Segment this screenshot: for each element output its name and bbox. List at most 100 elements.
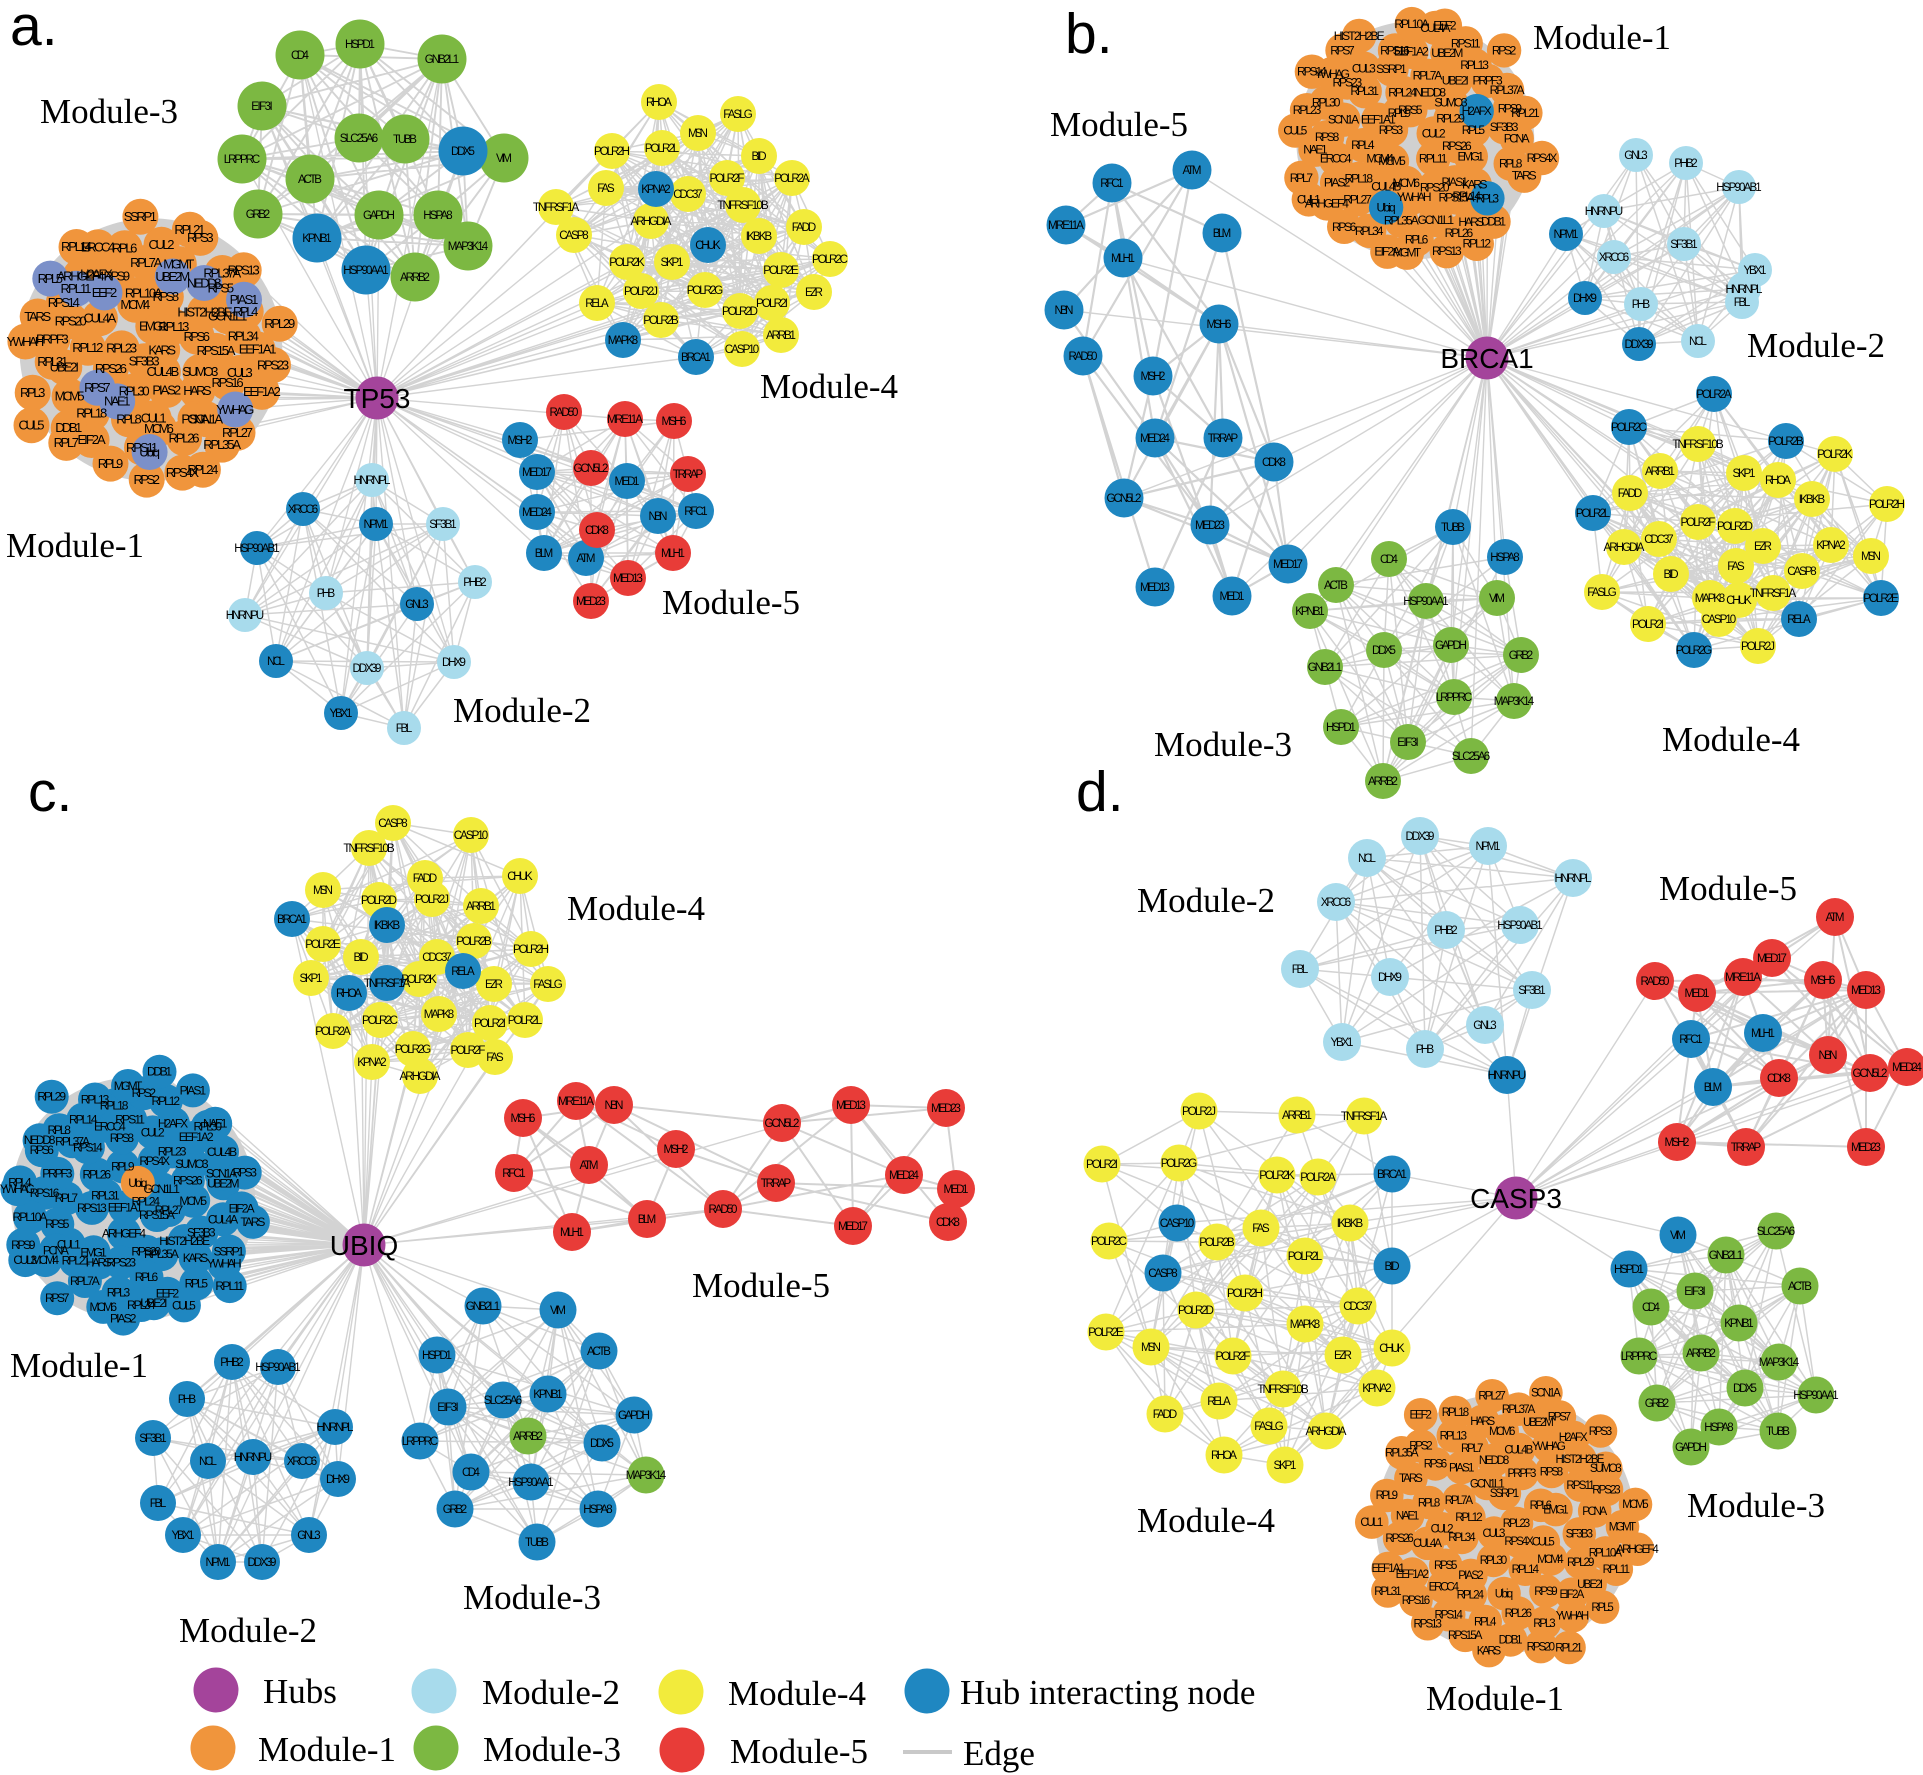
svg-text:CASP8: CASP8 <box>1787 566 1816 578</box>
svg-text:HSPA8: HSPA8 <box>1490 552 1519 564</box>
svg-text:Hubs: Hubs <box>263 1672 337 1711</box>
svg-text:MED17: MED17 <box>838 1221 868 1233</box>
svg-text:RPL31: RPL31 <box>1350 84 1379 98</box>
svg-text:CUL4B: CUL4B <box>1371 179 1401 193</box>
svg-text:POLR2C: POLR2C <box>1611 422 1647 434</box>
svg-text:MLH1: MLH1 <box>1751 1028 1775 1040</box>
svg-text:HIST2H2BE: HIST2H2BE <box>1334 29 1385 43</box>
svg-text:RPL9: RPL9 <box>1376 1490 1398 1502</box>
svg-text:EZR: EZR <box>1334 1350 1352 1362</box>
svg-text:RPL27: RPL27 <box>1343 192 1372 206</box>
svg-text:RPS14: RPS14 <box>1435 1610 1464 1622</box>
svg-text:RPL24: RPL24 <box>1457 1590 1485 1602</box>
svg-text:RPL24: RPL24 <box>187 462 218 477</box>
svg-text:TRRAP: TRRAP <box>673 469 704 481</box>
svg-text:RPL12: RPL12 <box>1463 237 1492 251</box>
svg-text:RPL12: RPL12 <box>152 1094 181 1108</box>
svg-text:MED1: MED1 <box>1220 591 1245 603</box>
svg-text:EMG1: EMG1 <box>139 319 168 334</box>
svg-text:PCNA: PCNA <box>1504 132 1530 146</box>
svg-text:RPL11: RPL11 <box>61 281 92 296</box>
svg-text:GNB2L1: GNB2L1 <box>425 54 459 66</box>
svg-text:MRE11A: MRE11A <box>1725 972 1761 984</box>
svg-text:HNRNPL: HNRNPL <box>317 1422 354 1434</box>
svg-text:RPL3: RPL3 <box>1533 1618 1555 1630</box>
svg-text:RPL8: RPL8 <box>116 412 141 427</box>
svg-text:YBX1: YBX1 <box>172 1530 195 1542</box>
svg-text:RPL3: RPL3 <box>1476 191 1500 205</box>
svg-text:RPL27: RPL27 <box>1478 1391 1505 1403</box>
svg-text:PRPF3: PRPF3 <box>42 1167 73 1181</box>
svg-text:RPL7A: RPL7A <box>1445 1495 1474 1507</box>
svg-text:HNRNPL: HNRNPL <box>1726 284 1763 296</box>
svg-text:POLR2A: POLR2A <box>1696 389 1732 401</box>
svg-text:LRPPRC: LRPPRC <box>224 154 260 166</box>
svg-text:RPL30: RPL30 <box>1312 96 1341 110</box>
svg-text:RPS16: RPS16 <box>1402 1595 1430 1607</box>
svg-text:IKBKB: IKBKB <box>374 920 401 932</box>
svg-text:SKP1: SKP1 <box>661 257 684 269</box>
svg-text:RPS26: RPS26 <box>1442 139 1472 153</box>
svg-text:Module-4: Module-4 <box>760 367 898 406</box>
svg-text:RHOA: RHOA <box>1211 1450 1237 1462</box>
svg-text:NPM1: NPM1 <box>206 1557 231 1569</box>
svg-text:RPL26: RPL26 <box>1505 1608 1532 1620</box>
svg-text:RPL23: RPL23 <box>1293 103 1322 117</box>
svg-text:POLR2D: POLR2D <box>361 895 397 907</box>
svg-text:POLR2A: POLR2A <box>774 173 810 185</box>
svg-text:HIST2H2BE: HIST2H2BE <box>177 304 233 319</box>
svg-text:FADD: FADD <box>1618 488 1642 500</box>
svg-text:RPS8: RPS8 <box>1540 1466 1563 1478</box>
svg-text:SF3B1: SF3B1 <box>1670 239 1697 251</box>
svg-text:SKP1: SKP1 <box>300 973 323 985</box>
svg-text:RPL31: RPL31 <box>37 354 68 369</box>
svg-text:Module-2: Module-2 <box>1137 881 1275 920</box>
svg-text:EMG1: EMG1 <box>1458 149 1485 163</box>
svg-text:EEF2: EEF2 <box>1410 1410 1432 1422</box>
svg-text:RPL4: RPL4 <box>1351 138 1375 152</box>
svg-text:SLC25A6: SLC25A6 <box>1452 751 1490 763</box>
svg-text:RPL35A: RPL35A <box>203 437 241 452</box>
svg-text:EEF1A2: EEF1A2 <box>243 384 281 399</box>
svg-text:RPL7: RPL7 <box>1290 171 1314 185</box>
svg-text:RPL10A: RPL10A <box>13 1210 48 1224</box>
svg-text:CASP8: CASP8 <box>378 818 407 830</box>
svg-text:NBN: NBN <box>649 511 668 523</box>
svg-text:POLR2F: POLR2F <box>1216 1351 1251 1363</box>
svg-text:ERCC4: ERCC4 <box>1320 152 1352 166</box>
svg-text:a.: a. <box>10 0 58 58</box>
svg-text:DDX39: DDX39 <box>353 663 382 675</box>
svg-text:PIAS1: PIAS1 <box>1442 175 1469 189</box>
svg-text:FBL: FBL <box>1734 297 1751 309</box>
svg-text:MCM4: MCM4 <box>120 297 150 312</box>
svg-text:RPL34: RPL34 <box>1448 1532 1476 1544</box>
svg-text:RAD50: RAD50 <box>550 407 579 419</box>
svg-text:BLM: BLM <box>1213 228 1231 240</box>
svg-text:ARHGDIA: ARHGDIA <box>631 216 672 228</box>
svg-text:CDC37: CDC37 <box>673 189 702 201</box>
svg-text:NBN: NBN <box>1055 305 1074 317</box>
svg-text:RPS14: RPS14 <box>48 295 80 310</box>
svg-text:KARS: KARS <box>1462 178 1488 192</box>
svg-text:GNB2L1: GNB2L1 <box>466 1301 500 1313</box>
svg-text:DHX9: DHX9 <box>1573 293 1597 305</box>
svg-text:RPS2: RPS2 <box>1409 1441 1432 1453</box>
svg-text:FADD: FADD <box>792 222 816 234</box>
svg-text:MED24: MED24 <box>889 1170 919 1182</box>
svg-text:PRPF3: PRPF3 <box>36 331 69 346</box>
svg-text:ARHGEF4: ARHGEF4 <box>1616 1544 1659 1556</box>
svg-text:NEDD8: NEDD8 <box>1479 1455 1509 1467</box>
svg-text:DDX39: DDX39 <box>1406 831 1435 843</box>
svg-text:CASP10: CASP10 <box>725 344 759 356</box>
svg-text:PRPF3: PRPF3 <box>1508 1468 1537 1480</box>
svg-text:KPNA2: KPNA2 <box>641 184 670 196</box>
svg-text:RPL6: RPL6 <box>1530 1500 1552 1512</box>
svg-text:RPL34: RPL34 <box>1355 224 1384 238</box>
svg-text:CUL4B: CUL4B <box>1504 1444 1533 1456</box>
svg-text:CUL1: CUL1 <box>141 411 167 426</box>
svg-text:NBN: NBN <box>1819 1050 1838 1062</box>
svg-text:RPL8: RPL8 <box>48 1123 72 1137</box>
svg-text:Module-4: Module-4 <box>728 1674 866 1713</box>
svg-text:HSPD1: HSPD1 <box>345 39 375 51</box>
svg-text:Module-3: Module-3 <box>1154 725 1292 764</box>
